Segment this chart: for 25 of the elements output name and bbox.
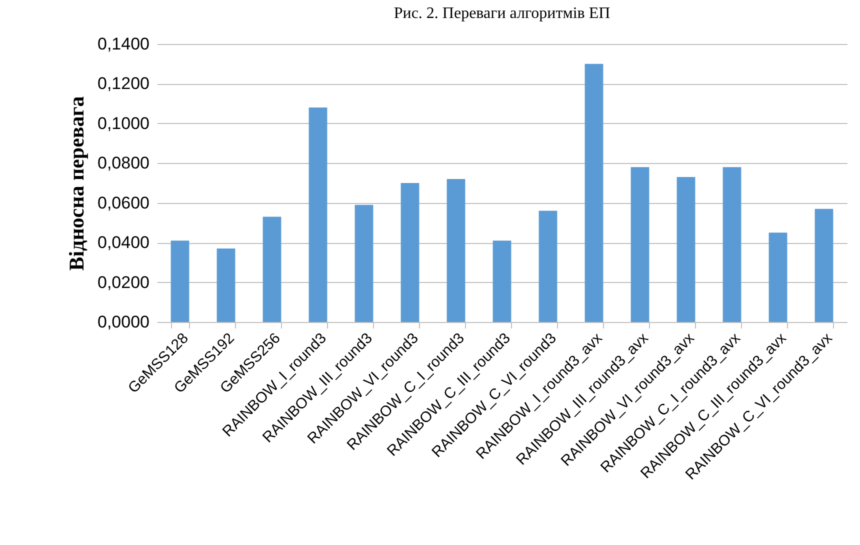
y-tick-label: 0,0600 bbox=[98, 193, 150, 212]
y-tick-label: 0,0200 bbox=[98, 272, 150, 292]
bar bbox=[308, 108, 328, 322]
bar bbox=[354, 204, 374, 322]
bar bbox=[170, 240, 190, 322]
y-axis-title: Відносна перевага bbox=[64, 96, 89, 271]
y-tick-label: 0,0800 bbox=[98, 154, 150, 173]
chart-title: Рис. 2. Переваги алгоритмів ЕП bbox=[394, 5, 611, 22]
y-tick-label: 0,1200 bbox=[98, 74, 150, 94]
y-tick-label: 0,0400 bbox=[98, 233, 150, 252]
bar bbox=[814, 208, 834, 322]
bar bbox=[584, 64, 604, 322]
bar bbox=[446, 179, 466, 322]
bar bbox=[630, 167, 650, 322]
bar bbox=[216, 248, 236, 322]
bar bbox=[538, 210, 558, 322]
y-tick-label: 0,1000 bbox=[98, 114, 150, 133]
y-tick-label: 0,0000 bbox=[98, 312, 150, 332]
bar bbox=[492, 240, 512, 322]
bar bbox=[262, 216, 282, 322]
y-tick-label: 0,1400 bbox=[98, 34, 150, 54]
bar bbox=[722, 167, 742, 322]
bar bbox=[676, 177, 696, 322]
bar bbox=[400, 183, 420, 322]
bar bbox=[768, 232, 788, 322]
